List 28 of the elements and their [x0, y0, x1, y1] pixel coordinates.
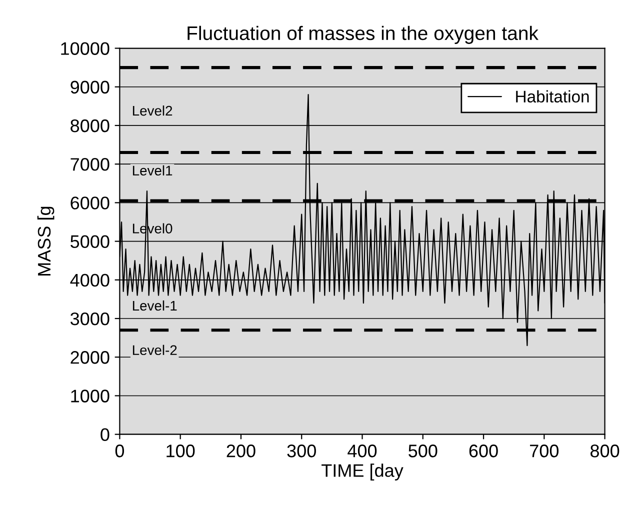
y-tick-label: 4000 — [70, 274, 110, 287]
y-tick-label: 0 — [100, 428, 110, 442]
y-tick-label: 1000 — [71, 390, 110, 402]
y-tick-label: 3000 — [70, 312, 110, 326]
annotation: Level-1 — [132, 300, 177, 311]
x-axis-title: TIME [day — [322, 464, 404, 480]
y-tick-label: 2000 — [70, 351, 110, 364]
y-tick-label: 10000 — [61, 42, 110, 55]
x-tick-label: 500 — [408, 444, 438, 458]
chart-title: Fluctuation of masses in the oxygen tank — [188, 26, 538, 44]
y-tick-label: 8000 — [70, 119, 110, 132]
legend-label: Habitation — [516, 90, 589, 103]
x-tick-label: 200 — [226, 444, 256, 458]
annotation: Level-2 — [132, 344, 177, 356]
y-tick-label: 7000 — [70, 158, 110, 171]
x-tick-label: 700 — [530, 444, 559, 458]
y-tick-label: 6000 — [70, 196, 110, 210]
annotation: Level1 — [132, 165, 172, 176]
x-tick-label: 400 — [348, 444, 377, 458]
x-tick-label: 600 — [469, 444, 498, 458]
x-tick-label: 800 — [590, 444, 620, 458]
y-axis-title: MASS [g — [37, 206, 54, 276]
annotation: Level2 — [132, 105, 172, 116]
y-tick-label: 5000 — [70, 235, 110, 248]
x-tick-label: 0 — [115, 444, 124, 458]
x-tick-label: 300 — [287, 444, 316, 458]
y-tick-label: 9000 — [70, 80, 110, 94]
x-tick-label: 100 — [166, 444, 195, 458]
